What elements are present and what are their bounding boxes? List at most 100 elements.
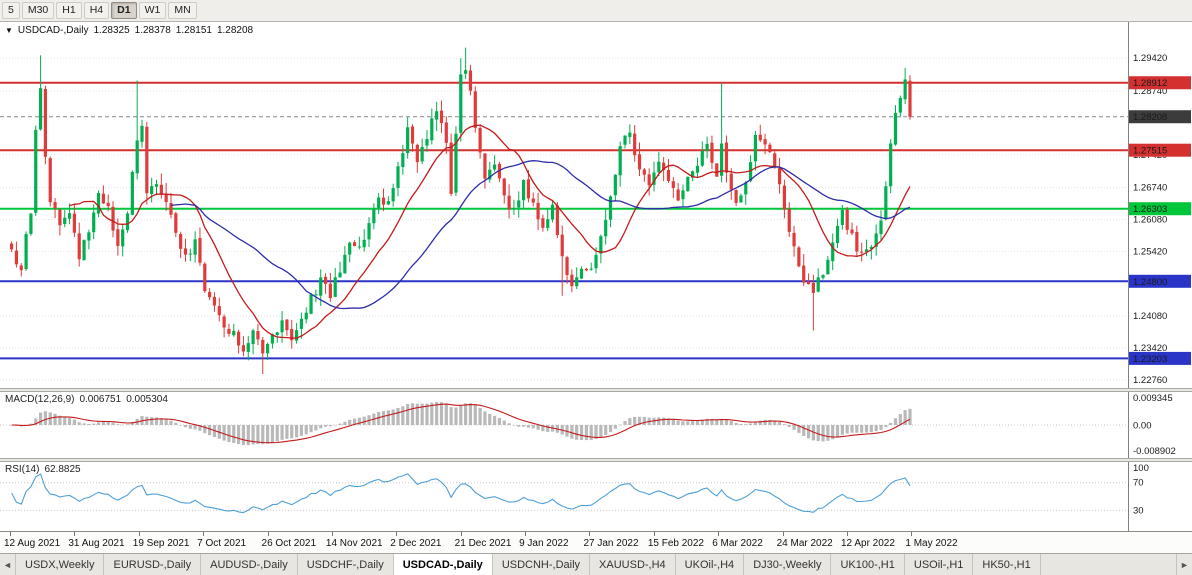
date-tick — [718, 532, 720, 536]
timeframe-button-mn[interactable]: MN — [168, 2, 197, 19]
price-tag-label: 1.26303 — [1133, 204, 1167, 215]
date-label: 15 Feb 2022 — [647, 538, 704, 549]
date-label: 9 Jan 2022 — [519, 538, 569, 549]
date-label: 7 Oct 2021 — [197, 538, 247, 549]
date-tick — [331, 532, 333, 536]
price-tag — [1129, 76, 1191, 90]
rsi-value: 62.8825 — [44, 464, 81, 475]
chart-tab-usdchf-daily[interactable]: USDCHF-,Daily — [298, 554, 394, 575]
price-tag-label: 1.24800 — [1133, 277, 1167, 288]
rsi-axis-label: 30 — [1133, 505, 1144, 516]
macd-axis-label: 0.009345 — [1133, 393, 1173, 404]
chart-tab-xauusd-h4[interactable]: XAUUSD-,H4 — [590, 554, 676, 575]
rsi-indicator-panel[interactable]: 100 70 30 RSI(14) 62.8825 — [0, 462, 1192, 531]
price-tag-label: 1.28912 — [1133, 78, 1167, 89]
date-tick — [396, 532, 398, 536]
chart-tab-audusd-daily[interactable]: AUDUSD-,Daily — [201, 554, 298, 575]
macd-indicator-panel[interactable]: 0.009345 0.00 -0.008902 MACD(12,26,9) 0.00… — [0, 392, 1192, 458]
macd-name: MACD(12,26,9) — [5, 394, 75, 405]
price-tag — [1129, 274, 1191, 288]
symbol-period-label: USDCAD-,Daily — [17, 25, 89, 36]
date-tick — [653, 532, 655, 536]
date-label: 26 Oct 2021 — [261, 538, 317, 549]
macd-histogram — [10, 401, 912, 446]
price-tag-label: 1.28208 — [1133, 112, 1167, 123]
macd-signal-value: 0.005304 — [126, 394, 168, 405]
date-tick — [203, 532, 205, 536]
date-tick — [846, 532, 848, 536]
date-label: 21 Dec 2021 — [454, 538, 512, 549]
macd-canvas[interactable]: 0.009345 0.00 -0.008902 — [0, 392, 1192, 458]
rsi-label: RSI(14) 62.8825 — [5, 464, 81, 475]
timeframe-button-h4[interactable]: H4 — [83, 2, 110, 19]
macd-axis-label: -0.008902 — [1133, 446, 1176, 457]
price-tag-label: 1.27515 — [1133, 146, 1167, 157]
tabs-scroll-left-icon[interactable]: ◄ — [0, 554, 16, 575]
collapse-arrow-icon[interactable]: ▼ — [5, 25, 13, 35]
timeframe-button-5[interactable]: 5 — [2, 2, 20, 19]
timeframe-button-h1[interactable]: H1 — [56, 2, 82, 19]
date-tick — [525, 532, 527, 536]
rsi-axis-label: 70 — [1133, 478, 1144, 489]
date-label: 14 Nov 2021 — [325, 538, 383, 549]
price-tag — [1129, 351, 1191, 365]
date-tick — [460, 532, 462, 536]
timeframe-button-m30[interactable]: M30 — [21, 2, 55, 19]
price-chart-canvas[interactable]: 1.294201.287401.274201.267401.260801.254… — [0, 22, 1192, 388]
rsi-axis-label: 100 — [1133, 463, 1149, 474]
price-tick-label: 1.25420 — [1133, 246, 1167, 257]
chart-tab-hk50-h1[interactable]: HK50-,H1 — [973, 554, 1041, 575]
chart-tab-eurusd-daily[interactable]: EURUSD-,Daily — [104, 554, 202, 575]
date-tick — [589, 532, 591, 536]
price-tag — [1129, 202, 1191, 216]
date-label: 12 Aug 2021 — [4, 538, 61, 549]
rsi-canvas[interactable]: 100 70 30 — [0, 462, 1192, 531]
chart-tab-uk100-h1[interactable]: UK100-,H1 — [831, 554, 905, 575]
panel-splitter[interactable] — [0, 388, 1192, 392]
price-tick-label: 1.26740 — [1133, 183, 1167, 194]
close-value: 1.28208 — [216, 25, 254, 36]
date-tick — [782, 532, 784, 536]
chart-tab-usdx-weekly[interactable]: USDX,Weekly — [16, 554, 105, 575]
chart-tab-ukoil-h4[interactable]: UKOil-,H4 — [676, 554, 745, 575]
macd-main-value: 0.006751 — [79, 394, 122, 405]
date-tick — [267, 532, 269, 536]
price-tag — [1129, 110, 1191, 124]
date-label: 31 Aug 2021 — [68, 538, 125, 549]
chart-tab-usdcnh-daily[interactable]: USDCNH-,Daily — [493, 554, 591, 575]
chart-tab-usoil-h1[interactable]: USOil-,H1 — [905, 554, 974, 575]
date-label: 12 Apr 2022 — [840, 538, 895, 549]
chart-tab-usdcad-daily[interactable]: USDCAD-,Daily — [393, 554, 493, 575]
date-label: 6 Mar 2022 — [712, 538, 763, 549]
high-value: 1.28378 — [134, 25, 171, 36]
price-tick-label: 1.24080 — [1133, 311, 1167, 322]
low-value: 1.28151 — [175, 25, 212, 36]
chart-tabs-bar: ◄ USDX,Weekly EURUSD-,Daily AUDUSD-,Daily US… — [0, 553, 1192, 575]
panel-splitter[interactable] — [0, 458, 1192, 462]
chart-title: ▼ USDCAD-,Daily 1.28325 1.28378 1.28151 … — [5, 25, 253, 36]
main-chart-panel[interactable]: 1.294201.287401.274201.267401.260801.254… — [0, 22, 1192, 388]
date-tick — [911, 532, 913, 536]
macd-axis-label: 0.00 — [1133, 421, 1152, 432]
rsi-name: RSI(14) — [5, 464, 40, 475]
date-tick — [138, 532, 140, 536]
price-tag — [1129, 143, 1191, 157]
timeframe-button-d1[interactable]: D1 — [111, 2, 137, 19]
price-tick-label: 1.29420 — [1133, 53, 1167, 64]
tabs-scroll-right-icon[interactable]: ► — [1176, 554, 1192, 575]
date-label: 27 Jan 2022 — [583, 538, 639, 549]
date-label: 1 May 2022 — [905, 538, 958, 549]
timeframe-button-w1[interactable]: W1 — [138, 2, 167, 19]
timeframe-toolbar: 5 M30 H1 H4 D1 W1 MN — [0, 0, 1192, 22]
date-label: 2 Dec 2021 — [390, 538, 442, 549]
date-tick — [74, 532, 76, 536]
ma-slow-line — [170, 160, 911, 310]
ma-fast-line — [69, 124, 911, 339]
candlesticks — [10, 47, 912, 374]
rsi-line — [11, 473, 911, 514]
date-label: 24 Mar 2022 — [776, 538, 833, 549]
date-axis[interactable]: 12 Aug 2021 31 Aug 2021 19 Sep 2021 7 Oct 2… — [0, 531, 1192, 553]
price-tick-label: 1.28740 — [1133, 86, 1167, 97]
chart-tab-dj30-weekly[interactable]: DJ30-,Weekly — [744, 554, 832, 575]
